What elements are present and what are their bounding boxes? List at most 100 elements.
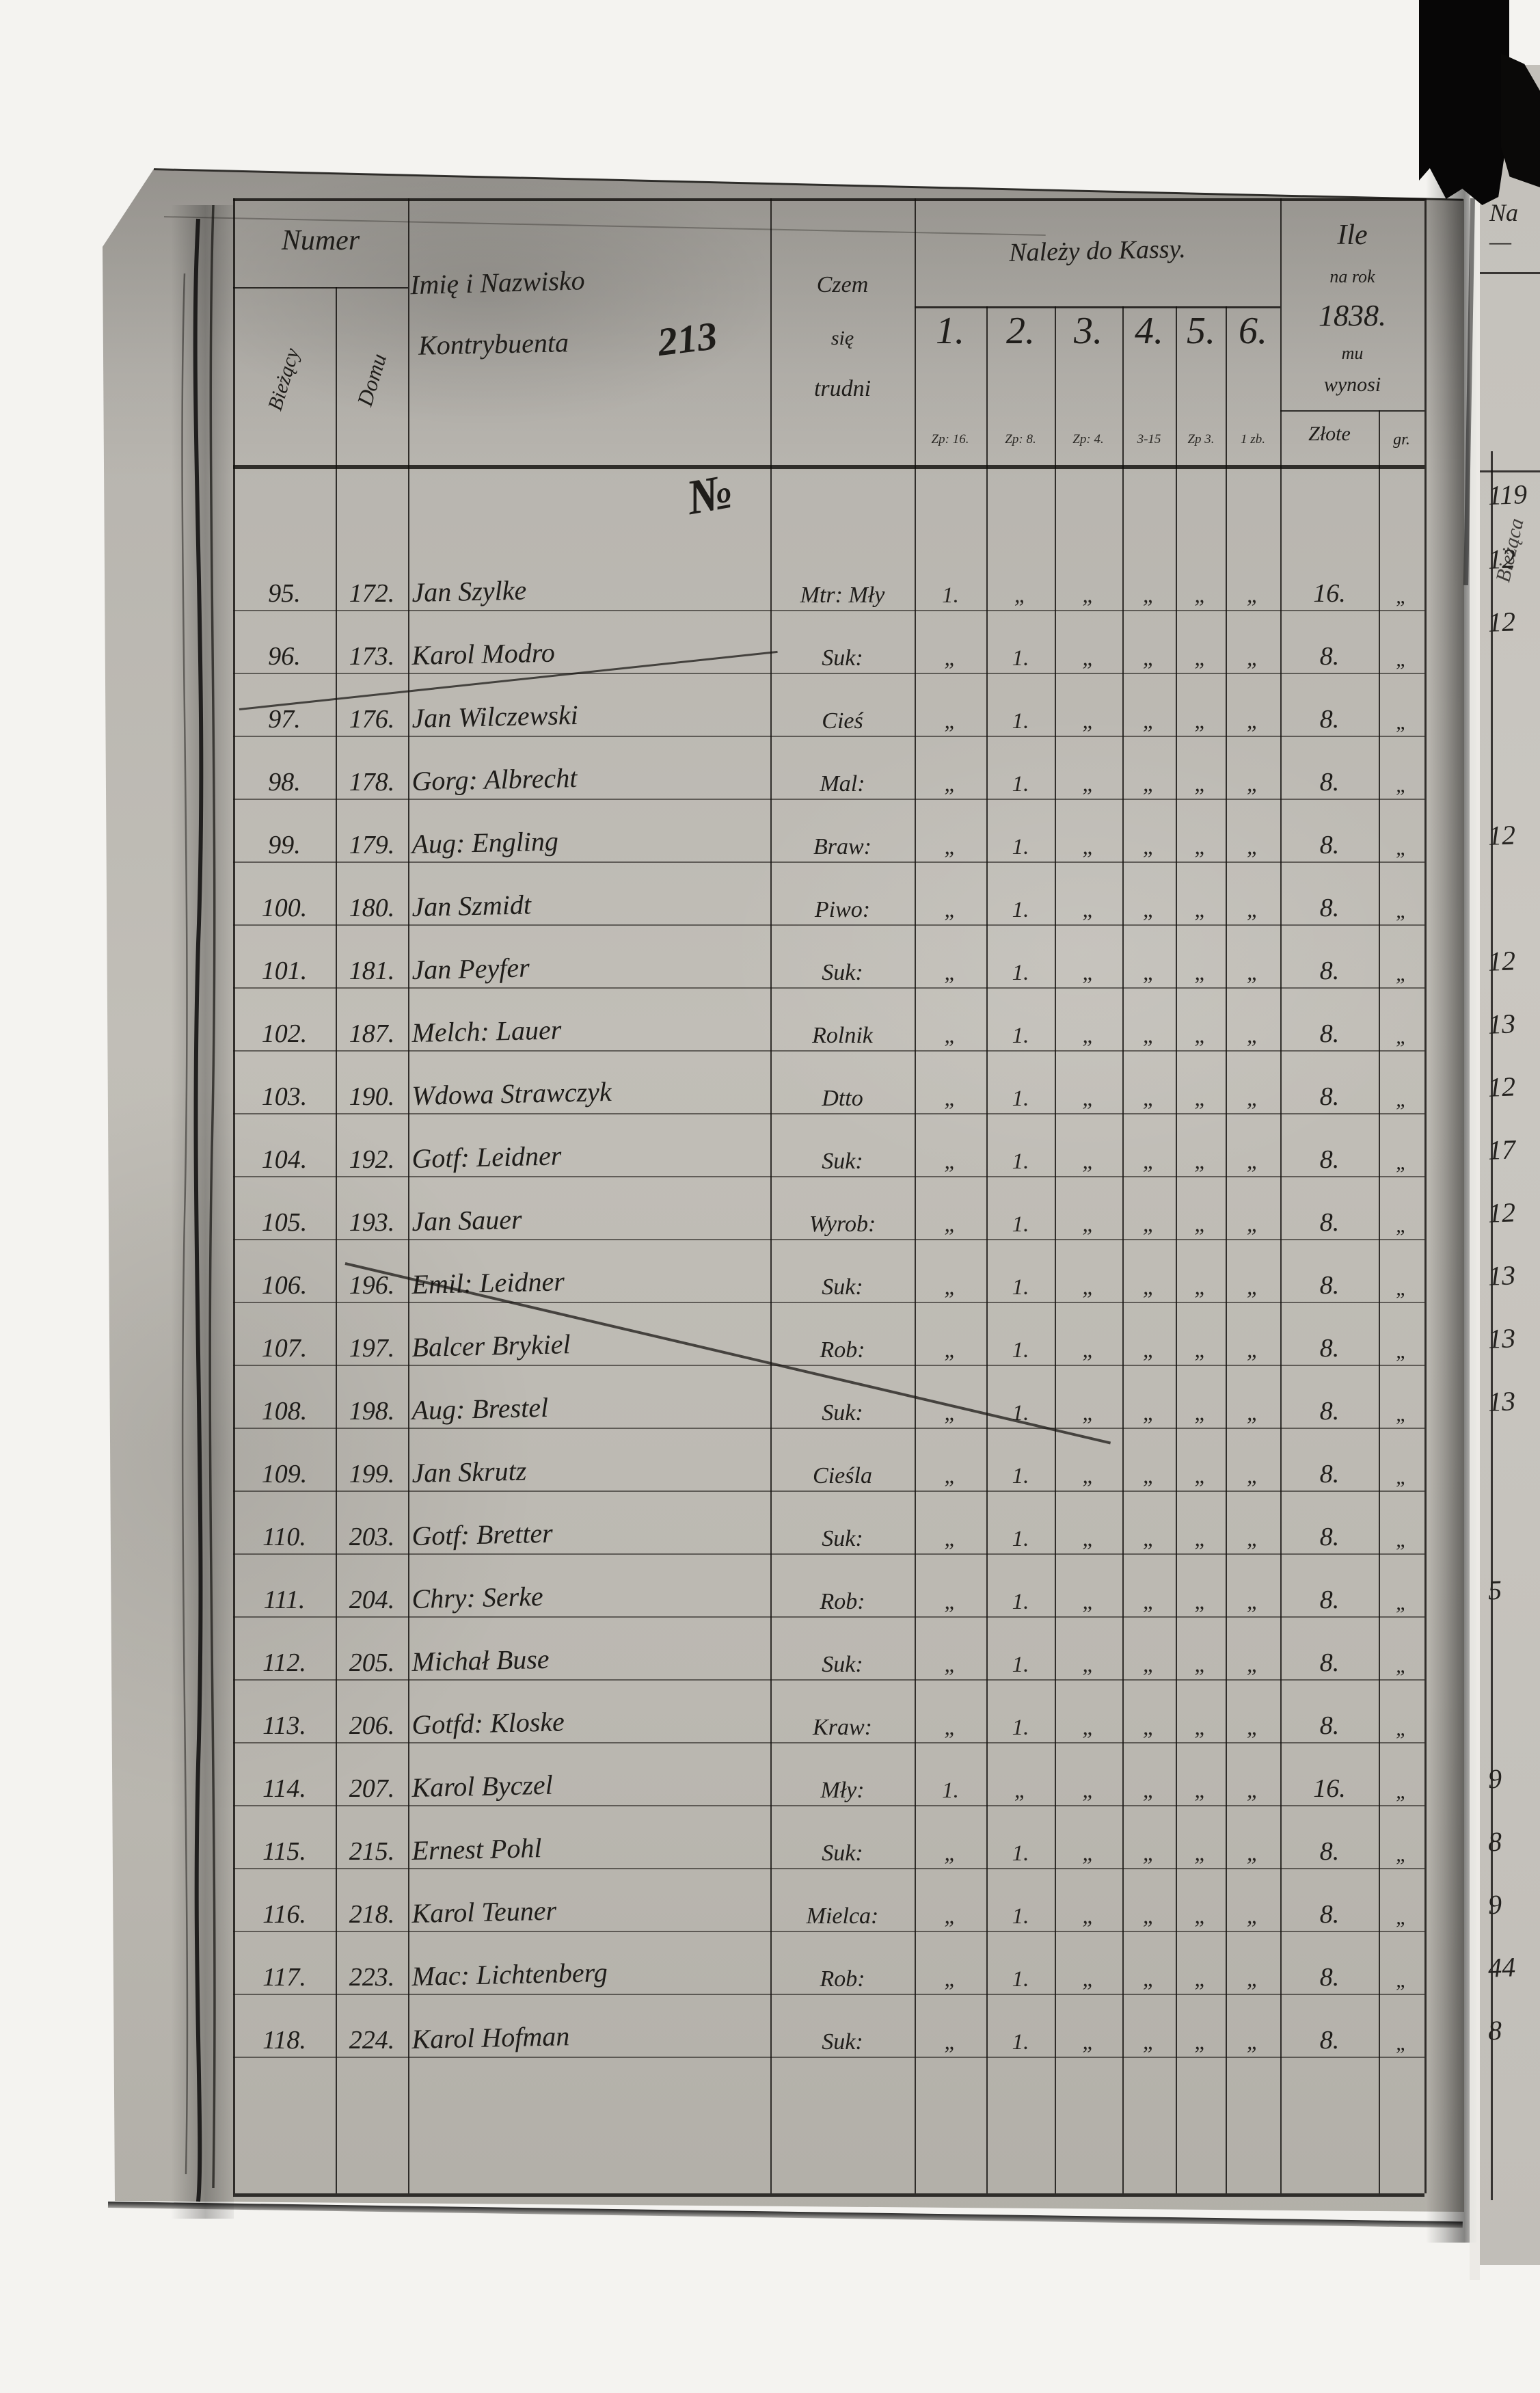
class1-cell: „ [944, 1715, 957, 1740]
class1-cell: „ [944, 1086, 957, 1111]
class2-cell: „ [1014, 583, 1027, 608]
film-artifact-blob [1419, 0, 1509, 205]
right-page-number-fragment: 17 [1487, 1134, 1516, 1166]
amount-zlote-cell: 8. [1319, 1837, 1340, 1866]
class4-cell: „ [1142, 1086, 1156, 1111]
class6-cell: „ [1246, 1590, 1260, 1614]
class4-cell: „ [1142, 1653, 1156, 1677]
row-number-cell: 108. [261, 1397, 308, 1426]
table-grid-line [1280, 410, 1424, 412]
class3-cell: „ [1082, 1967, 1095, 1992]
class3-cell: „ [1082, 646, 1095, 671]
ledger-row: 102. 187. Melch: Lauer Rolnik „ 1. „ „ „… [233, 993, 1424, 1052]
table-grid-line [1280, 198, 1282, 2193]
ledger-row: 103. 190. Wdowa Strawczyk Dtto „ 1. „ „ … [233, 1056, 1424, 1114]
class4-cell: „ [1142, 1149, 1156, 1174]
class5-cell: „ [1194, 583, 1207, 608]
amount-zlote-cell: 8. [1319, 1334, 1340, 1363]
row-number-cell: 98. [268, 768, 301, 797]
class4-cell: „ [1142, 1338, 1156, 1363]
class5-cell: „ [1194, 898, 1207, 922]
contributor-name-cell: Jan Sauer [411, 1203, 523, 1238]
row-number-cell: 118. [262, 2026, 306, 2055]
ledger-right-page: Na— Bieżąca 119 12 12 12 12 13 12 17 12 13 13 13 5 9 8… [1480, 65, 1540, 2265]
occupation-cell: Rob: [820, 1589, 865, 1614]
table-grid-line [233, 2193, 1424, 2197]
ledger-row: 106. 196. Emil: Leidner Suk: „ 1. „ „ „ … [233, 1244, 1424, 1303]
amount-zlote-cell: 8. [1319, 1648, 1340, 1677]
class-number-header: 2. [1006, 310, 1035, 352]
class2-cell: 1. [1012, 1841, 1029, 1866]
house-number-cell: 193. [349, 1208, 395, 1237]
ledger-row: 99. 179. Aug: Engling Braw: „ 1. „ „ „ „… [233, 804, 1424, 863]
table-grid-line [233, 287, 408, 289]
table-grid-line [1176, 306, 1177, 2193]
class3-cell: „ [1082, 1149, 1095, 1174]
table-grid-line [1055, 306, 1056, 2193]
binding-shadow [171, 205, 234, 2219]
occupation-cell: Kraw: [813, 1715, 872, 1740]
contributor-name-cell: Melch: Lauer [411, 1014, 562, 1049]
class4-cell: „ [1142, 2030, 1156, 2055]
class2-cell: 1. [1012, 898, 1029, 922]
class1-cell: „ [944, 1464, 957, 1488]
house-number-cell: 198. [349, 1397, 395, 1426]
class4-cell: „ [1142, 1904, 1156, 1929]
class1-cell: 1. [942, 583, 959, 608]
class5-cell: „ [1194, 1778, 1207, 1803]
right-page-number-fragment: 12 [1487, 543, 1516, 575]
amount-zlote-cell: 8. [1319, 2026, 1340, 2055]
col-header-occupation-line2: się [830, 327, 854, 349]
class1-cell: „ [944, 961, 957, 985]
amount-grosze-cell: „ [1396, 963, 1407, 985]
row-number-cell: 105. [261, 1208, 308, 1237]
contributor-name-cell: Gorg: Albrecht [411, 762, 578, 797]
row-number-cell: 117. [262, 1963, 306, 1992]
class2-cell: 1. [1012, 1715, 1029, 1740]
col-header-occupation-line3: trudni [813, 376, 872, 401]
class2-cell: 1. [1012, 1653, 1029, 1677]
class3-cell: „ [1082, 1653, 1095, 1677]
amount-grosze-cell: „ [1396, 900, 1407, 922]
class2-cell: „ [1014, 1778, 1027, 1803]
occupation-cell: Suk: [822, 1652, 863, 1677]
class1-cell: „ [944, 1212, 957, 1237]
occupation-cell: Suk: [822, 2029, 863, 2055]
class3-cell: „ [1082, 1401, 1095, 1426]
class-rate-annotation: Zp: 16. [931, 432, 969, 446]
right-page-number-fragment: 13 [1487, 1259, 1516, 1292]
class3-cell: „ [1082, 1590, 1095, 1614]
amount-grosze-cell: „ [1396, 1655, 1407, 1677]
contributor-name-cell: Emil: Leidner [411, 1266, 565, 1300]
contributor-name-cell: Jan Peyfer [411, 952, 530, 986]
class5-cell: „ [1194, 772, 1207, 797]
class6-cell: „ [1246, 709, 1260, 734]
class6-cell: „ [1246, 772, 1260, 797]
amount-grosze-cell: „ [1396, 1026, 1407, 1048]
class3-cell: „ [1082, 1904, 1095, 1929]
occupation-cell: Suk: [822, 1526, 863, 1551]
class4-cell: „ [1142, 1715, 1156, 1740]
class1-cell: „ [944, 835, 957, 859]
occupation-cell: Suk: [822, 1841, 863, 1866]
amount-zlote-cell: 8. [1319, 1460, 1340, 1488]
contributor-name-cell: Jan Szmidt [411, 889, 532, 923]
house-number-cell: 179. [349, 831, 395, 859]
amount-grosze-cell: „ [1396, 1843, 1407, 1866]
amount-zlote-cell: 8. [1319, 831, 1340, 859]
class5-cell: „ [1194, 709, 1207, 734]
amount-grosze-cell: „ [1396, 774, 1407, 797]
page-edge-highlight [1470, 82, 1480, 2280]
class2-cell: 1. [1012, 1967, 1029, 1992]
class3-cell: „ [1082, 1024, 1095, 1048]
class-rate-annotation: Zp 3. [1187, 432, 1215, 446]
contributor-name-cell: Aug: Brestel [411, 1391, 549, 1426]
col-header-numer: Numer [281, 225, 360, 256]
class2-cell: 1. [1012, 1212, 1029, 1237]
class2-cell: 1. [1012, 1338, 1029, 1363]
row-number-cell: 104. [261, 1145, 308, 1174]
amount-zlote-cell: 8. [1319, 1208, 1340, 1237]
amount-grosze-cell: „ [1396, 1592, 1407, 1614]
class6-cell: „ [1246, 646, 1260, 671]
amount-zlote-cell: 8. [1319, 768, 1340, 797]
